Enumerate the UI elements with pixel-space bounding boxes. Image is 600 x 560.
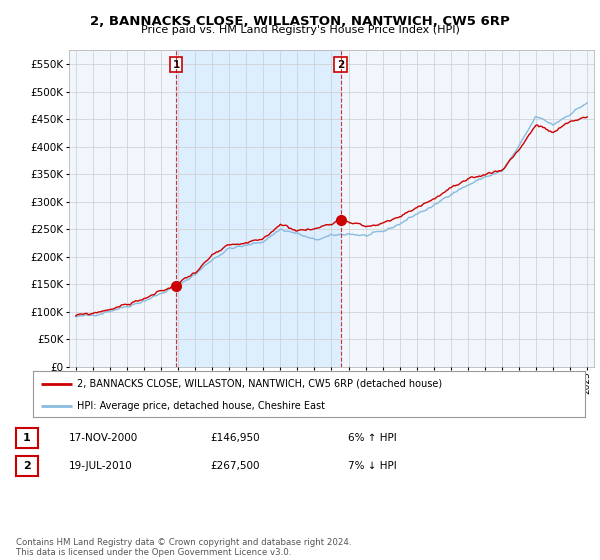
Text: 2, BANNACKS CLOSE, WILLASTON, NANTWICH, CW5 6RP: 2, BANNACKS CLOSE, WILLASTON, NANTWICH, … — [90, 15, 510, 27]
Text: 2: 2 — [23, 461, 31, 471]
Text: 17-NOV-2000: 17-NOV-2000 — [69, 433, 138, 443]
Text: £267,500: £267,500 — [210, 461, 260, 471]
Text: £146,950: £146,950 — [210, 433, 260, 443]
Text: HPI: Average price, detached house, Cheshire East: HPI: Average price, detached house, Ches… — [77, 401, 325, 410]
Text: 2, BANNACKS CLOSE, WILLASTON, NANTWICH, CW5 6RP (detached house): 2, BANNACKS CLOSE, WILLASTON, NANTWICH, … — [77, 379, 442, 389]
Text: Price paid vs. HM Land Registry's House Price Index (HPI): Price paid vs. HM Land Registry's House … — [140, 25, 460, 35]
Bar — [176, 50, 341, 367]
Text: 1: 1 — [172, 59, 179, 69]
Text: Contains HM Land Registry data © Crown copyright and database right 2024.
This d: Contains HM Land Registry data © Crown c… — [16, 538, 352, 557]
Text: 1: 1 — [23, 433, 31, 443]
Text: 6% ↑ HPI: 6% ↑ HPI — [348, 433, 397, 443]
Text: 2: 2 — [337, 59, 344, 69]
Text: 19-JUL-2010: 19-JUL-2010 — [69, 461, 133, 471]
Text: 7% ↓ HPI: 7% ↓ HPI — [348, 461, 397, 471]
